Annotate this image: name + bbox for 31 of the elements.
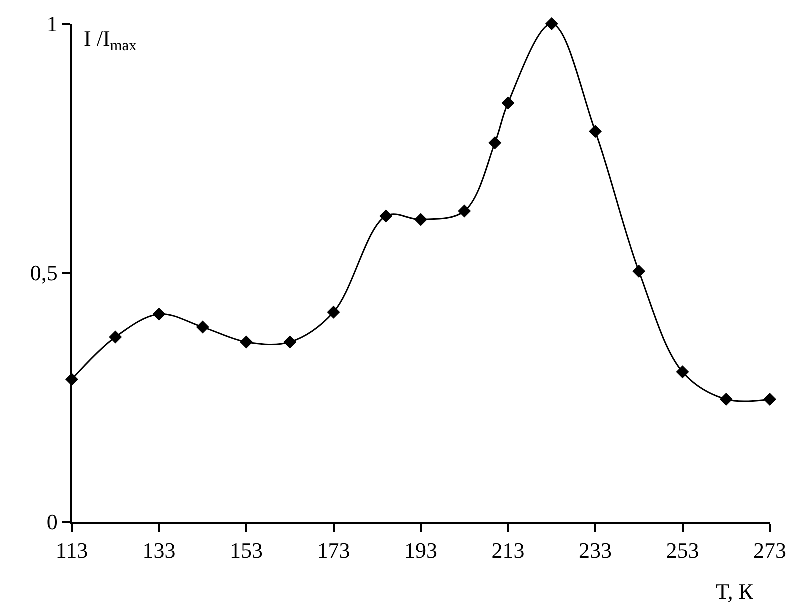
x-axis-title: T, К <box>716 579 754 604</box>
point <box>196 320 210 334</box>
y-tick-label: 1 <box>46 12 58 37</box>
x-tick-label: 113 <box>56 538 88 564</box>
point <box>380 210 393 223</box>
point <box>720 392 733 406</box>
point <box>327 306 340 319</box>
point <box>545 18 558 30</box>
point <box>109 330 122 344</box>
point <box>458 204 472 218</box>
x-tick-label: 273 <box>754 538 786 564</box>
y-axis-title: I /I$_{max}$ <box>84 26 138 55</box>
x-tick-label: 173 <box>317 538 350 564</box>
point <box>632 265 646 278</box>
x-tick-label: 213 <box>492 538 525 564</box>
x-tick-label: 253 <box>666 538 700 564</box>
point <box>152 308 166 321</box>
y-tick-label: 0,5 <box>30 260 58 286</box>
x-tick-label: 133 <box>142 538 176 564</box>
y-tick-label: 0 <box>46 510 58 535</box>
x-tick-label: 153 <box>230 538 263 564</box>
point <box>284 336 297 349</box>
point <box>488 136 502 150</box>
point <box>589 125 602 138</box>
point <box>240 336 253 349</box>
point <box>764 392 776 406</box>
point <box>414 213 428 226</box>
point <box>502 96 515 110</box>
point <box>676 366 690 379</box>
x-tick-label: 193 <box>404 538 438 564</box>
x-tick-label: 233 <box>579 538 612 564</box>
